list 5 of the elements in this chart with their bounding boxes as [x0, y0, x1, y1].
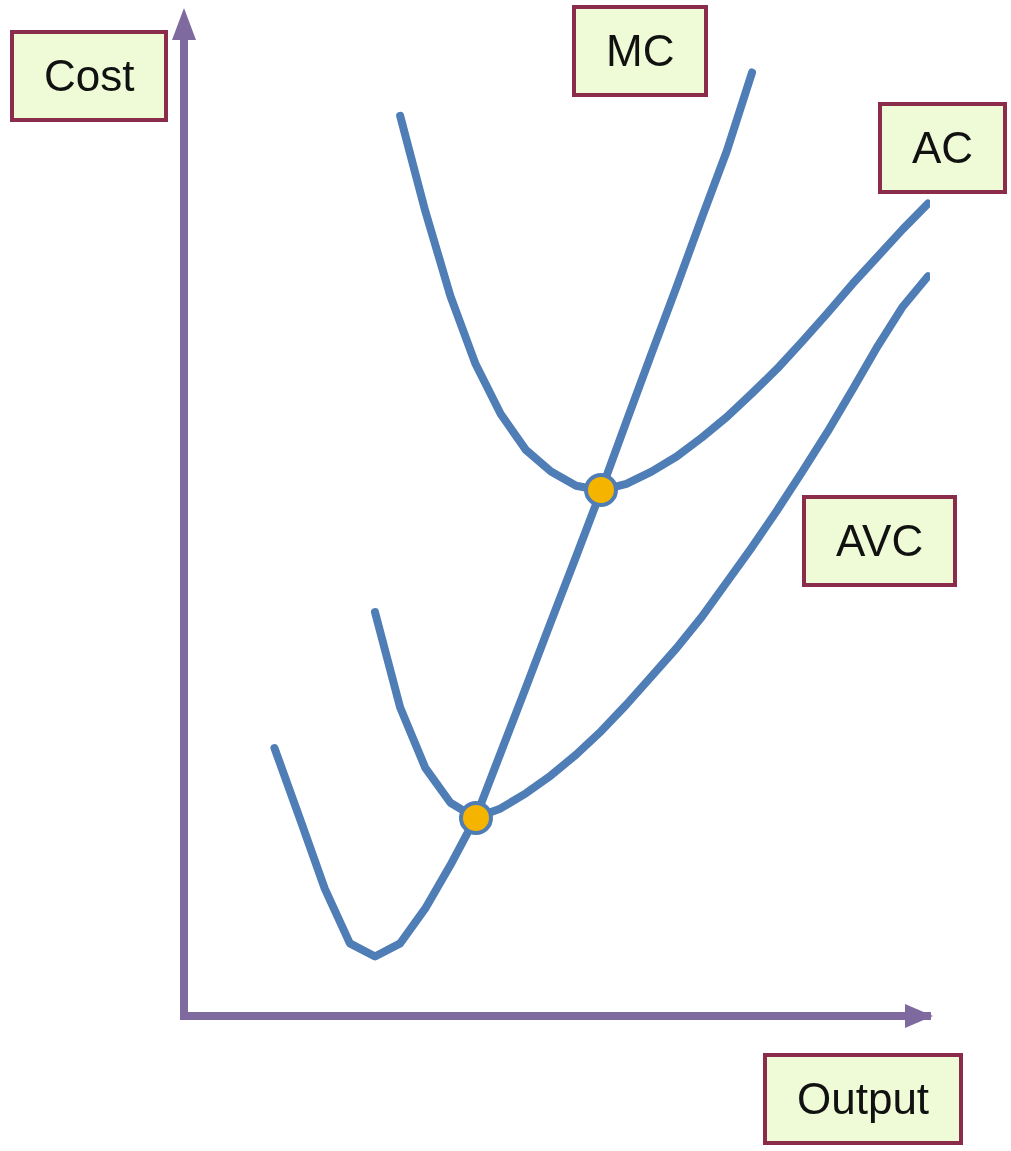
series-label: AC — [878, 102, 1008, 194]
series-label: MC — [572, 5, 709, 97]
x-axis-title: Output — [763, 1053, 964, 1145]
y-axis-title: Cost — [10, 30, 169, 122]
series-label: AVC — [802, 495, 958, 587]
